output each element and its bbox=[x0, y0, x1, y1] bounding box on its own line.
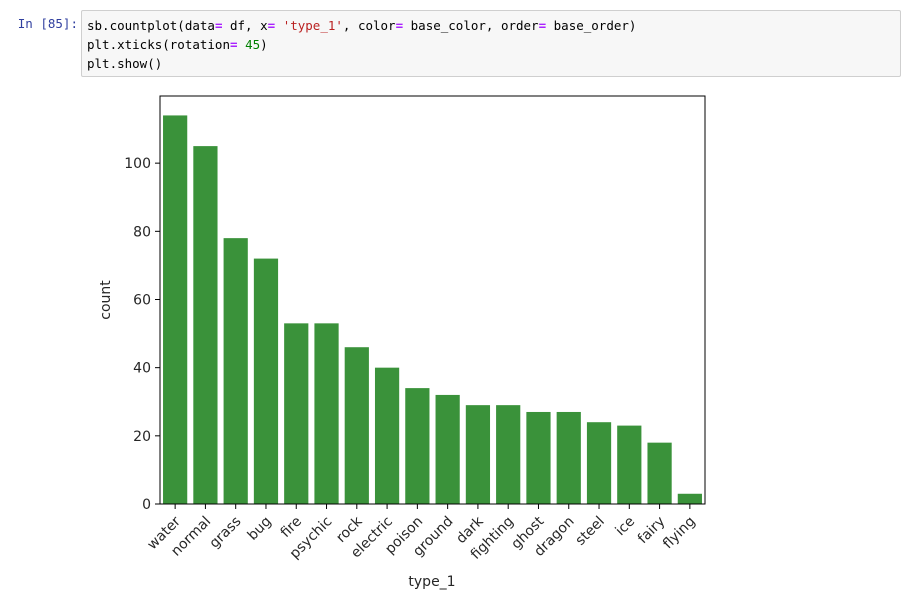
code-token: = bbox=[230, 37, 238, 52]
bar-fire bbox=[284, 323, 309, 504]
cell-prompt: In [85]: bbox=[17, 16, 78, 31]
bar-ghost bbox=[526, 411, 551, 504]
bar-normal bbox=[193, 146, 218, 505]
bar-grass bbox=[223, 238, 248, 504]
bar-bug bbox=[253, 258, 279, 504]
x-tick-label: bug bbox=[245, 514, 275, 544]
bar-fighting bbox=[496, 405, 521, 504]
x-tick-label: steel bbox=[573, 514, 608, 549]
bar-flying bbox=[677, 493, 702, 504]
bar-ground bbox=[435, 394, 460, 504]
code-token: plt.xticks(rotation bbox=[87, 37, 230, 52]
code-line: sb.countplot(data= df, x= 'type_1', colo… bbox=[87, 16, 895, 35]
y-tick-label: 80 bbox=[133, 224, 151, 240]
code-token: 45 bbox=[245, 37, 261, 52]
code-cell-input[interactable]: sb.countplot(data= df, x= 'type_1', colo… bbox=[81, 10, 901, 77]
y-axis-label: count bbox=[98, 280, 114, 320]
x-tick-label: flying bbox=[660, 514, 699, 553]
code-token: base_color, order bbox=[403, 18, 539, 33]
bars-group bbox=[163, 115, 702, 505]
code-token: sb.countplot(data bbox=[87, 18, 215, 33]
bar-electric bbox=[374, 367, 400, 504]
code-token: ) bbox=[260, 37, 268, 52]
code-token bbox=[275, 18, 283, 33]
x-tick-label: grass bbox=[206, 514, 244, 552]
plot-frame bbox=[159, 95, 706, 505]
bar-ice bbox=[617, 425, 642, 504]
code-token: plt.show() bbox=[87, 56, 163, 71]
y-tick-label: 40 bbox=[133, 361, 151, 377]
code-token: = bbox=[538, 18, 547, 33]
code-line: plt.show() bbox=[87, 54, 895, 73]
y-tick-label: 100 bbox=[124, 156, 151, 172]
cell-output: 0 20 40 60 80 100 water normal grass bug fire psyc… bbox=[81, 84, 903, 610]
code-token: df, x bbox=[222, 18, 268, 33]
bar-steel bbox=[586, 422, 612, 504]
code-token: = bbox=[395, 18, 404, 33]
bar-psychic bbox=[314, 323, 339, 504]
code-token bbox=[238, 37, 246, 52]
y-ticks-group: 0 20 40 60 80 100 bbox=[124, 156, 160, 513]
bar-fairy bbox=[647, 442, 672, 504]
y-tick-label: 60 bbox=[133, 292, 151, 308]
code-line: plt.xticks(rotation= 45) bbox=[87, 35, 895, 54]
bar-poison bbox=[405, 388, 430, 504]
bar-dark bbox=[465, 405, 491, 504]
bar-water bbox=[163, 115, 188, 505]
code-token: 'type_1' bbox=[282, 18, 343, 33]
y-tick-label: 20 bbox=[133, 429, 151, 445]
bar-dragon bbox=[556, 411, 581, 504]
code-token: , color bbox=[342, 18, 396, 33]
y-tick-label: 0 bbox=[142, 497, 151, 513]
code-token: = bbox=[267, 18, 276, 33]
code-token: = bbox=[214, 18, 223, 33]
code-token: base_order) bbox=[546, 18, 637, 33]
x-axis-label: type_1 bbox=[408, 574, 455, 590]
bar-rock bbox=[344, 347, 369, 504]
